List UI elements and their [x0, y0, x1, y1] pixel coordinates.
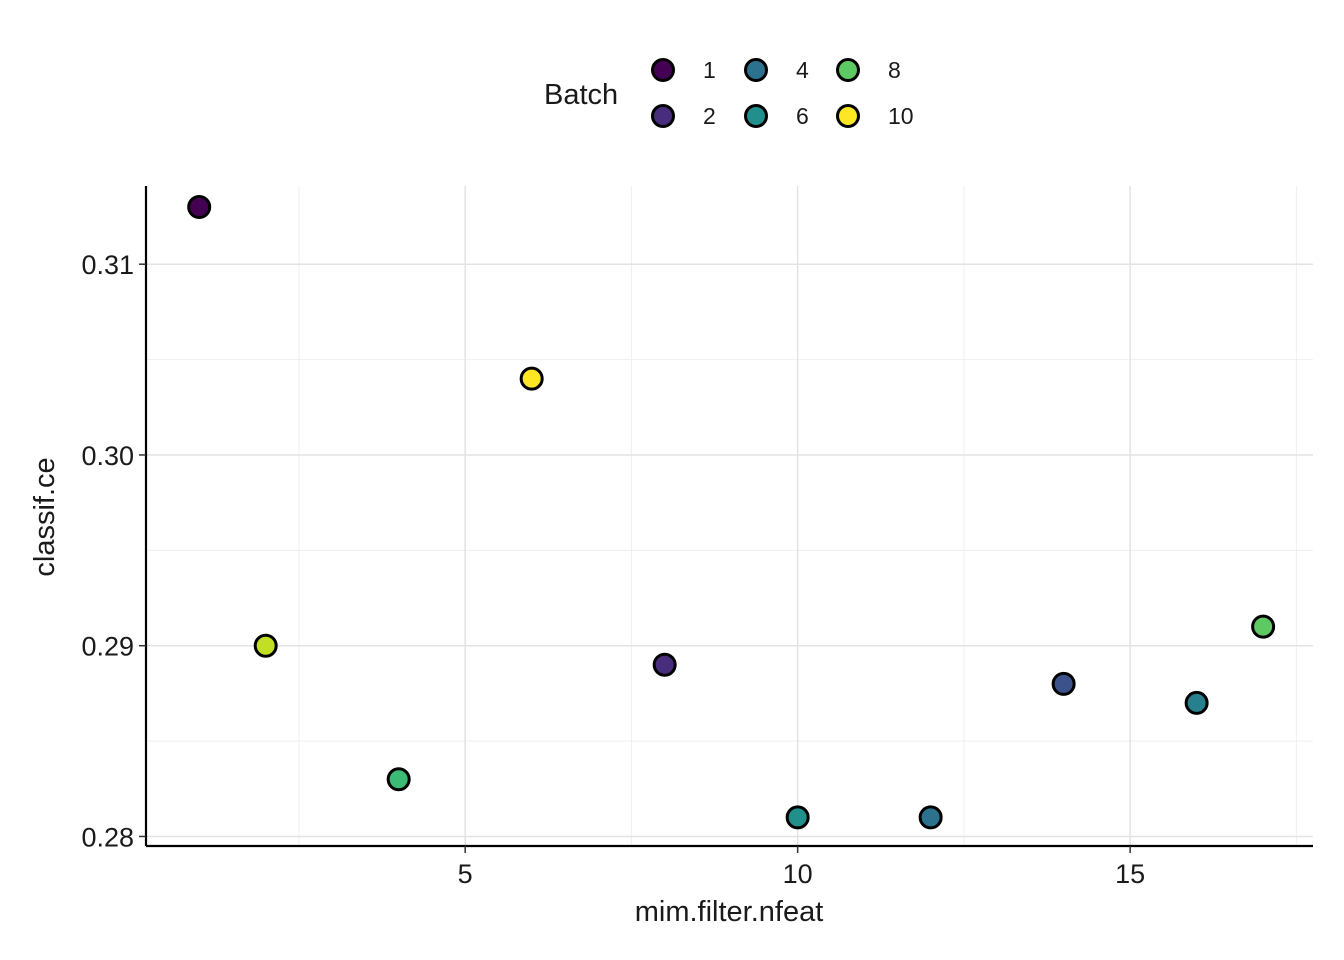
- axes: 5 10 15 0.28 0.29 0.30 0.31: [81, 186, 1313, 889]
- legend-key: [836, 104, 860, 128]
- y-tick-label: 0.30: [81, 441, 134, 471]
- legend-key: [744, 104, 768, 128]
- legend-key: [836, 58, 860, 82]
- grid: [146, 186, 1313, 846]
- x-tick-label: 15: [1115, 859, 1145, 889]
- data-point: [187, 194, 212, 219]
- legend-label: 10: [888, 103, 914, 129]
- data-point: [918, 805, 943, 830]
- x-tick-label: 5: [458, 859, 473, 889]
- x-axis-title: mim.filter.nfeat: [635, 896, 824, 928]
- data-point: [785, 805, 810, 830]
- data-point: [1184, 690, 1209, 715]
- data-point: [652, 652, 677, 677]
- y-axis-title: classif.ce: [29, 457, 61, 576]
- data-point: [253, 633, 278, 658]
- legend-label: 1: [703, 57, 716, 83]
- legend-title: Batch: [544, 79, 618, 111]
- data-point: [1051, 671, 1076, 696]
- legend-key: [651, 104, 675, 128]
- data-point: [1251, 614, 1276, 639]
- legend-key: [651, 58, 675, 82]
- x-tick-label: 10: [783, 859, 813, 889]
- data-point: [519, 366, 544, 391]
- data-point: [386, 767, 411, 792]
- legend-label: 4: [796, 57, 809, 83]
- legend-entries: 1 2 4 6 8 10: [651, 57, 914, 129]
- legend: Batch 1 2 4 6 8 10: [544, 57, 914, 129]
- legend-label: 2: [703, 103, 716, 129]
- legend-label: 6: [796, 103, 809, 129]
- legend-label: 8: [888, 57, 901, 83]
- y-tick-label: 0.29: [81, 632, 134, 662]
- data-points: [187, 194, 1276, 830]
- legend-key: [744, 58, 768, 82]
- y-tick-label: 0.28: [81, 822, 134, 852]
- y-tick-label: 0.31: [81, 250, 134, 280]
